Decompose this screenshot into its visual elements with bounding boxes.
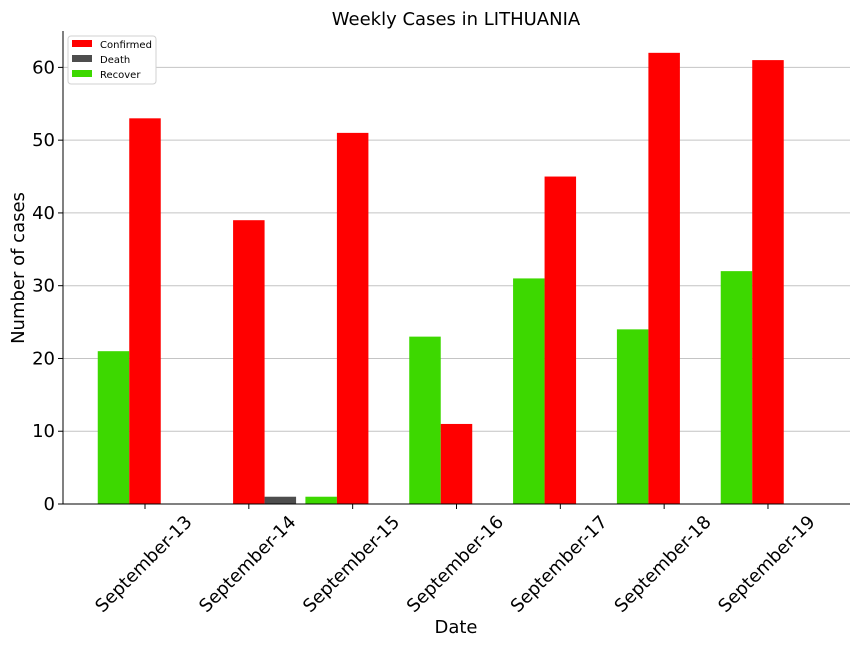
x-tick-label: September-15: [299, 512, 404, 617]
bars: [97, 52, 784, 505]
bar-confirmed: [233, 220, 265, 504]
x-tick-label: September-19: [714, 512, 819, 617]
bar-confirmed: [336, 132, 369, 504]
bar-recover: [409, 336, 441, 504]
x-tick-label: September-16: [403, 512, 508, 617]
y-tick-label: 10: [32, 421, 55, 442]
bar-death: [264, 496, 297, 504]
bar-recover: [513, 278, 545, 504]
bar-confirmed: [648, 52, 680, 504]
y-axis-ticks: 0 10 20 30 40 50 60: [32, 57, 63, 515]
y-tick-label: 40: [32, 203, 55, 224]
legend-label: Recover: [100, 70, 141, 81]
chart-title: Weekly Cases in LITHUANIA: [332, 9, 581, 30]
gridlines: [63, 66, 850, 432]
y-tick-label: 0: [44, 494, 55, 515]
y-tick-label: 30: [32, 276, 55, 297]
bar-recover: [616, 329, 649, 504]
y-axis-title: Number of cases: [8, 192, 29, 344]
bar-recover: [720, 271, 753, 504]
legend-label: Death: [100, 55, 130, 66]
x-tick-label: September-18: [611, 512, 716, 617]
bar-recover: [97, 351, 130, 504]
bar-confirmed: [544, 176, 577, 505]
y-tick-label: 50: [32, 130, 55, 151]
x-axis-ticks: September-13September-14September-15Sept…: [91, 504, 820, 617]
bar-confirmed: [129, 118, 161, 505]
legend-label: Confirmed: [100, 40, 152, 51]
legend-swatch-recover: [72, 70, 92, 77]
legend-swatch-confirmed: [72, 40, 92, 47]
bar-recover: [305, 496, 337, 504]
x-tick-label: September-17: [507, 512, 612, 617]
bar-confirmed: [440, 423, 473, 504]
y-tick-label: 20: [32, 348, 55, 369]
legend: Confirmed Death Recover: [67, 35, 157, 85]
x-axis-title: Date: [434, 617, 477, 638]
y-tick-label: 60: [32, 57, 55, 78]
x-tick-label: September-13: [91, 512, 196, 617]
legend-swatch-death: [72, 55, 92, 62]
bar-confirmed: [752, 60, 784, 504]
x-tick-label: September-14: [195, 512, 300, 617]
